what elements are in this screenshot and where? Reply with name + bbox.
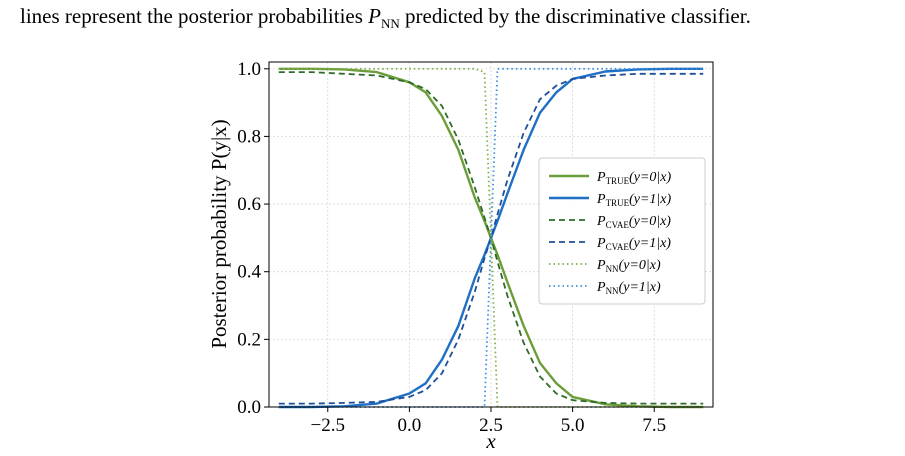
series-line-5 <box>278 67 704 408</box>
legend-label-4: PCVAE(y=1|x) <box>596 236 671 252</box>
figure-caption: lines represent the posterior probabilit… <box>20 4 900 32</box>
y-tick-label: 0.0 <box>237 397 261 418</box>
legend-label-6: PNN(y=1|x) <box>596 280 661 296</box>
legend-label-1: PTRUE(y=0|x) <box>596 170 671 186</box>
x-tick-label: 5.0 <box>561 415 585 436</box>
series-lines <box>278 67 704 409</box>
caption-text-after: predicted by the discriminative classifi… <box>399 4 751 28</box>
x-tick-label: 7.5 <box>642 415 666 436</box>
series-line-4 <box>278 72 704 405</box>
legend-box <box>538 157 706 305</box>
y-tick-label: 0.6 <box>237 194 261 215</box>
x-tick-label: 0.0 <box>398 415 422 436</box>
caption-text-before: lines represent the posterior probabilit… <box>20 4 369 28</box>
y-tick-label: 0.4 <box>237 262 261 283</box>
x-axis-label: x <box>485 429 496 453</box>
legend-label-2: PTRUE(y=1|x) <box>596 192 671 208</box>
y-axis-ticks: 0.0 0.2 0.4 0.6 0.8 1.0 <box>237 59 269 418</box>
y-tick-label: 0.2 <box>237 329 261 350</box>
legend-label-3: PCVAE(y=0|x) <box>596 214 671 230</box>
caption-subscript: NN <box>380 16 400 32</box>
x-tick-label: −2.5 <box>311 415 345 436</box>
caption-symbol: P <box>368 4 381 28</box>
legend: PTRUE(y=0|x) PTRUE(y=1|x) PCVAE(y=0|x) PCVA… <box>538 157 706 305</box>
legend-label-5: PNN(y=0|x) <box>596 258 661 274</box>
x-tick-label: 2.5 <box>479 415 503 436</box>
y-axis-label: Posterior probability P(y|x) <box>207 119 231 348</box>
x-axis-ticks: −2.5 0.0 2.5 5.0 7.5 <box>311 407 666 436</box>
y-tick-label: 1.0 <box>237 59 261 80</box>
y-tick-label: 0.8 <box>237 126 261 147</box>
